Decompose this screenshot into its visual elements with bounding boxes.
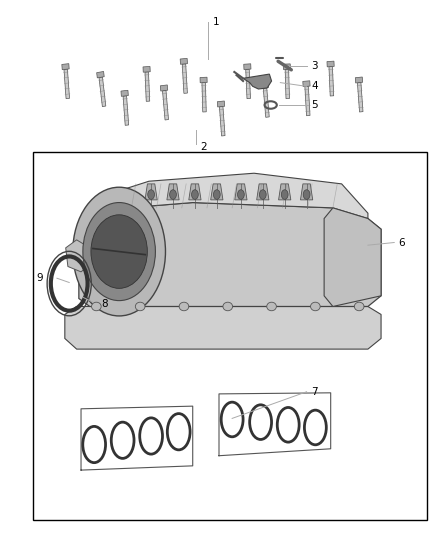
Polygon shape xyxy=(66,240,88,272)
Ellipse shape xyxy=(91,215,147,288)
Polygon shape xyxy=(303,81,310,87)
Polygon shape xyxy=(160,85,168,91)
Text: 2: 2 xyxy=(201,142,207,152)
Ellipse shape xyxy=(303,190,310,199)
Polygon shape xyxy=(121,90,128,96)
Ellipse shape xyxy=(191,190,198,199)
Polygon shape xyxy=(305,86,310,116)
Ellipse shape xyxy=(83,203,155,301)
Polygon shape xyxy=(64,69,70,99)
Polygon shape xyxy=(123,96,129,125)
Polygon shape xyxy=(244,64,251,69)
Polygon shape xyxy=(145,184,157,200)
Polygon shape xyxy=(283,64,290,69)
Polygon shape xyxy=(90,173,368,219)
Ellipse shape xyxy=(259,190,266,199)
Ellipse shape xyxy=(213,190,220,199)
Polygon shape xyxy=(219,107,225,136)
Polygon shape xyxy=(79,203,381,306)
Polygon shape xyxy=(62,63,69,70)
Ellipse shape xyxy=(170,190,177,199)
Polygon shape xyxy=(200,77,207,83)
Polygon shape xyxy=(243,74,272,89)
Polygon shape xyxy=(99,77,106,107)
Text: 4: 4 xyxy=(311,82,318,91)
Polygon shape xyxy=(257,184,269,200)
Ellipse shape xyxy=(223,302,233,311)
Polygon shape xyxy=(235,184,247,200)
Bar xyxy=(33,152,427,520)
Polygon shape xyxy=(65,306,381,349)
Text: 6: 6 xyxy=(399,238,405,247)
Ellipse shape xyxy=(354,302,364,311)
Ellipse shape xyxy=(267,302,276,311)
Polygon shape xyxy=(145,72,150,101)
Ellipse shape xyxy=(135,302,145,311)
Polygon shape xyxy=(300,184,313,200)
Polygon shape xyxy=(162,91,169,120)
Polygon shape xyxy=(97,71,104,78)
Text: 7: 7 xyxy=(311,387,318,397)
Polygon shape xyxy=(180,59,187,64)
Polygon shape xyxy=(189,184,201,200)
Polygon shape xyxy=(355,77,363,83)
Polygon shape xyxy=(327,61,334,67)
Polygon shape xyxy=(357,83,363,112)
Ellipse shape xyxy=(237,190,244,199)
Polygon shape xyxy=(285,69,290,99)
Polygon shape xyxy=(217,101,225,107)
Text: 1: 1 xyxy=(212,18,219,27)
Ellipse shape xyxy=(281,190,288,199)
Polygon shape xyxy=(143,67,150,72)
Ellipse shape xyxy=(311,302,320,311)
Text: 8: 8 xyxy=(102,299,108,309)
Ellipse shape xyxy=(73,187,166,316)
Text: 5: 5 xyxy=(311,100,318,110)
Polygon shape xyxy=(261,82,268,88)
Polygon shape xyxy=(246,69,251,99)
Polygon shape xyxy=(167,184,179,200)
Polygon shape xyxy=(329,67,334,96)
Polygon shape xyxy=(279,184,291,200)
Polygon shape xyxy=(182,64,187,93)
Polygon shape xyxy=(324,208,381,306)
Polygon shape xyxy=(202,83,206,112)
Text: 3: 3 xyxy=(311,61,318,70)
Polygon shape xyxy=(211,184,223,200)
Text: 9: 9 xyxy=(36,273,43,283)
Ellipse shape xyxy=(179,302,189,311)
Ellipse shape xyxy=(92,302,101,311)
Polygon shape xyxy=(263,88,269,117)
Ellipse shape xyxy=(148,190,155,199)
